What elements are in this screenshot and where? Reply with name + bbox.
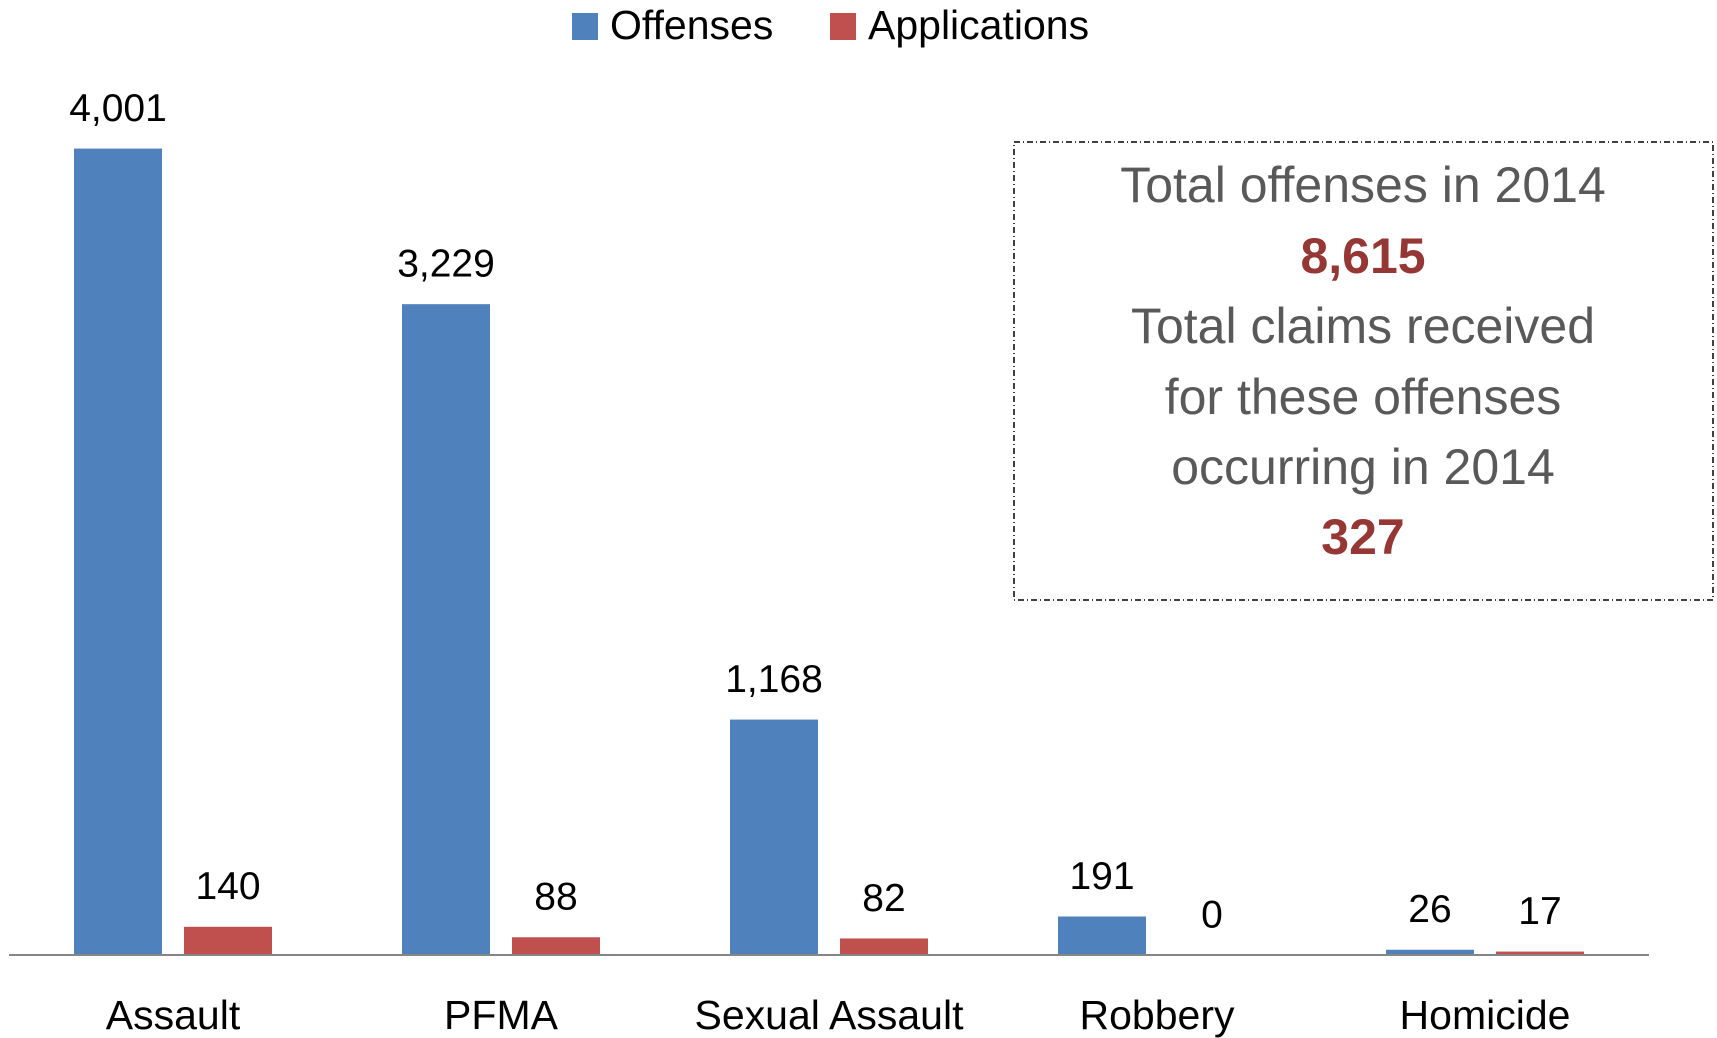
value-label: 4,001	[69, 87, 167, 130]
annotation-text: Total offenses in 2014	[1120, 157, 1606, 213]
value-label: 26	[1408, 888, 1451, 931]
annotation-text: occurring in 2014	[1171, 439, 1555, 495]
value-label: 82	[862, 877, 905, 920]
annotation-number: 327	[1321, 509, 1404, 565]
bar	[730, 719, 818, 955]
annotation-number: 8,615	[1300, 228, 1425, 284]
annotation-text: Total claims received	[1131, 298, 1595, 354]
x-tick-label: Homicide	[1400, 992, 1571, 1038]
x-tick-label: Sexual Assault	[695, 992, 965, 1038]
value-label: 17	[1518, 890, 1561, 933]
bar	[1496, 951, 1584, 955]
bar	[1386, 949, 1474, 955]
bar	[74, 148, 162, 955]
value-label: 191	[1069, 855, 1134, 898]
value-label: 140	[195, 865, 260, 908]
legend-swatch	[572, 13, 598, 40]
bar	[512, 937, 600, 955]
x-tick-label: Assault	[106, 992, 241, 1038]
x-tick-label: Robbery	[1080, 992, 1235, 1038]
annotation-box	[1013, 141, 1714, 601]
bar	[402, 304, 490, 955]
value-label: 88	[534, 876, 577, 919]
bar	[184, 926, 272, 955]
legend-label: Applications	[868, 2, 1089, 48]
bar	[1058, 916, 1146, 955]
x-tick-label: PFMA	[444, 992, 559, 1038]
value-label: 3,229	[397, 242, 495, 285]
legend-label: Offenses	[610, 2, 773, 48]
bar	[840, 938, 928, 955]
value-label: 0	[1201, 893, 1223, 936]
annotation-text: for these offenses	[1165, 369, 1562, 425]
value-label: 1,168	[725, 658, 823, 701]
legend-swatch	[830, 13, 856, 40]
